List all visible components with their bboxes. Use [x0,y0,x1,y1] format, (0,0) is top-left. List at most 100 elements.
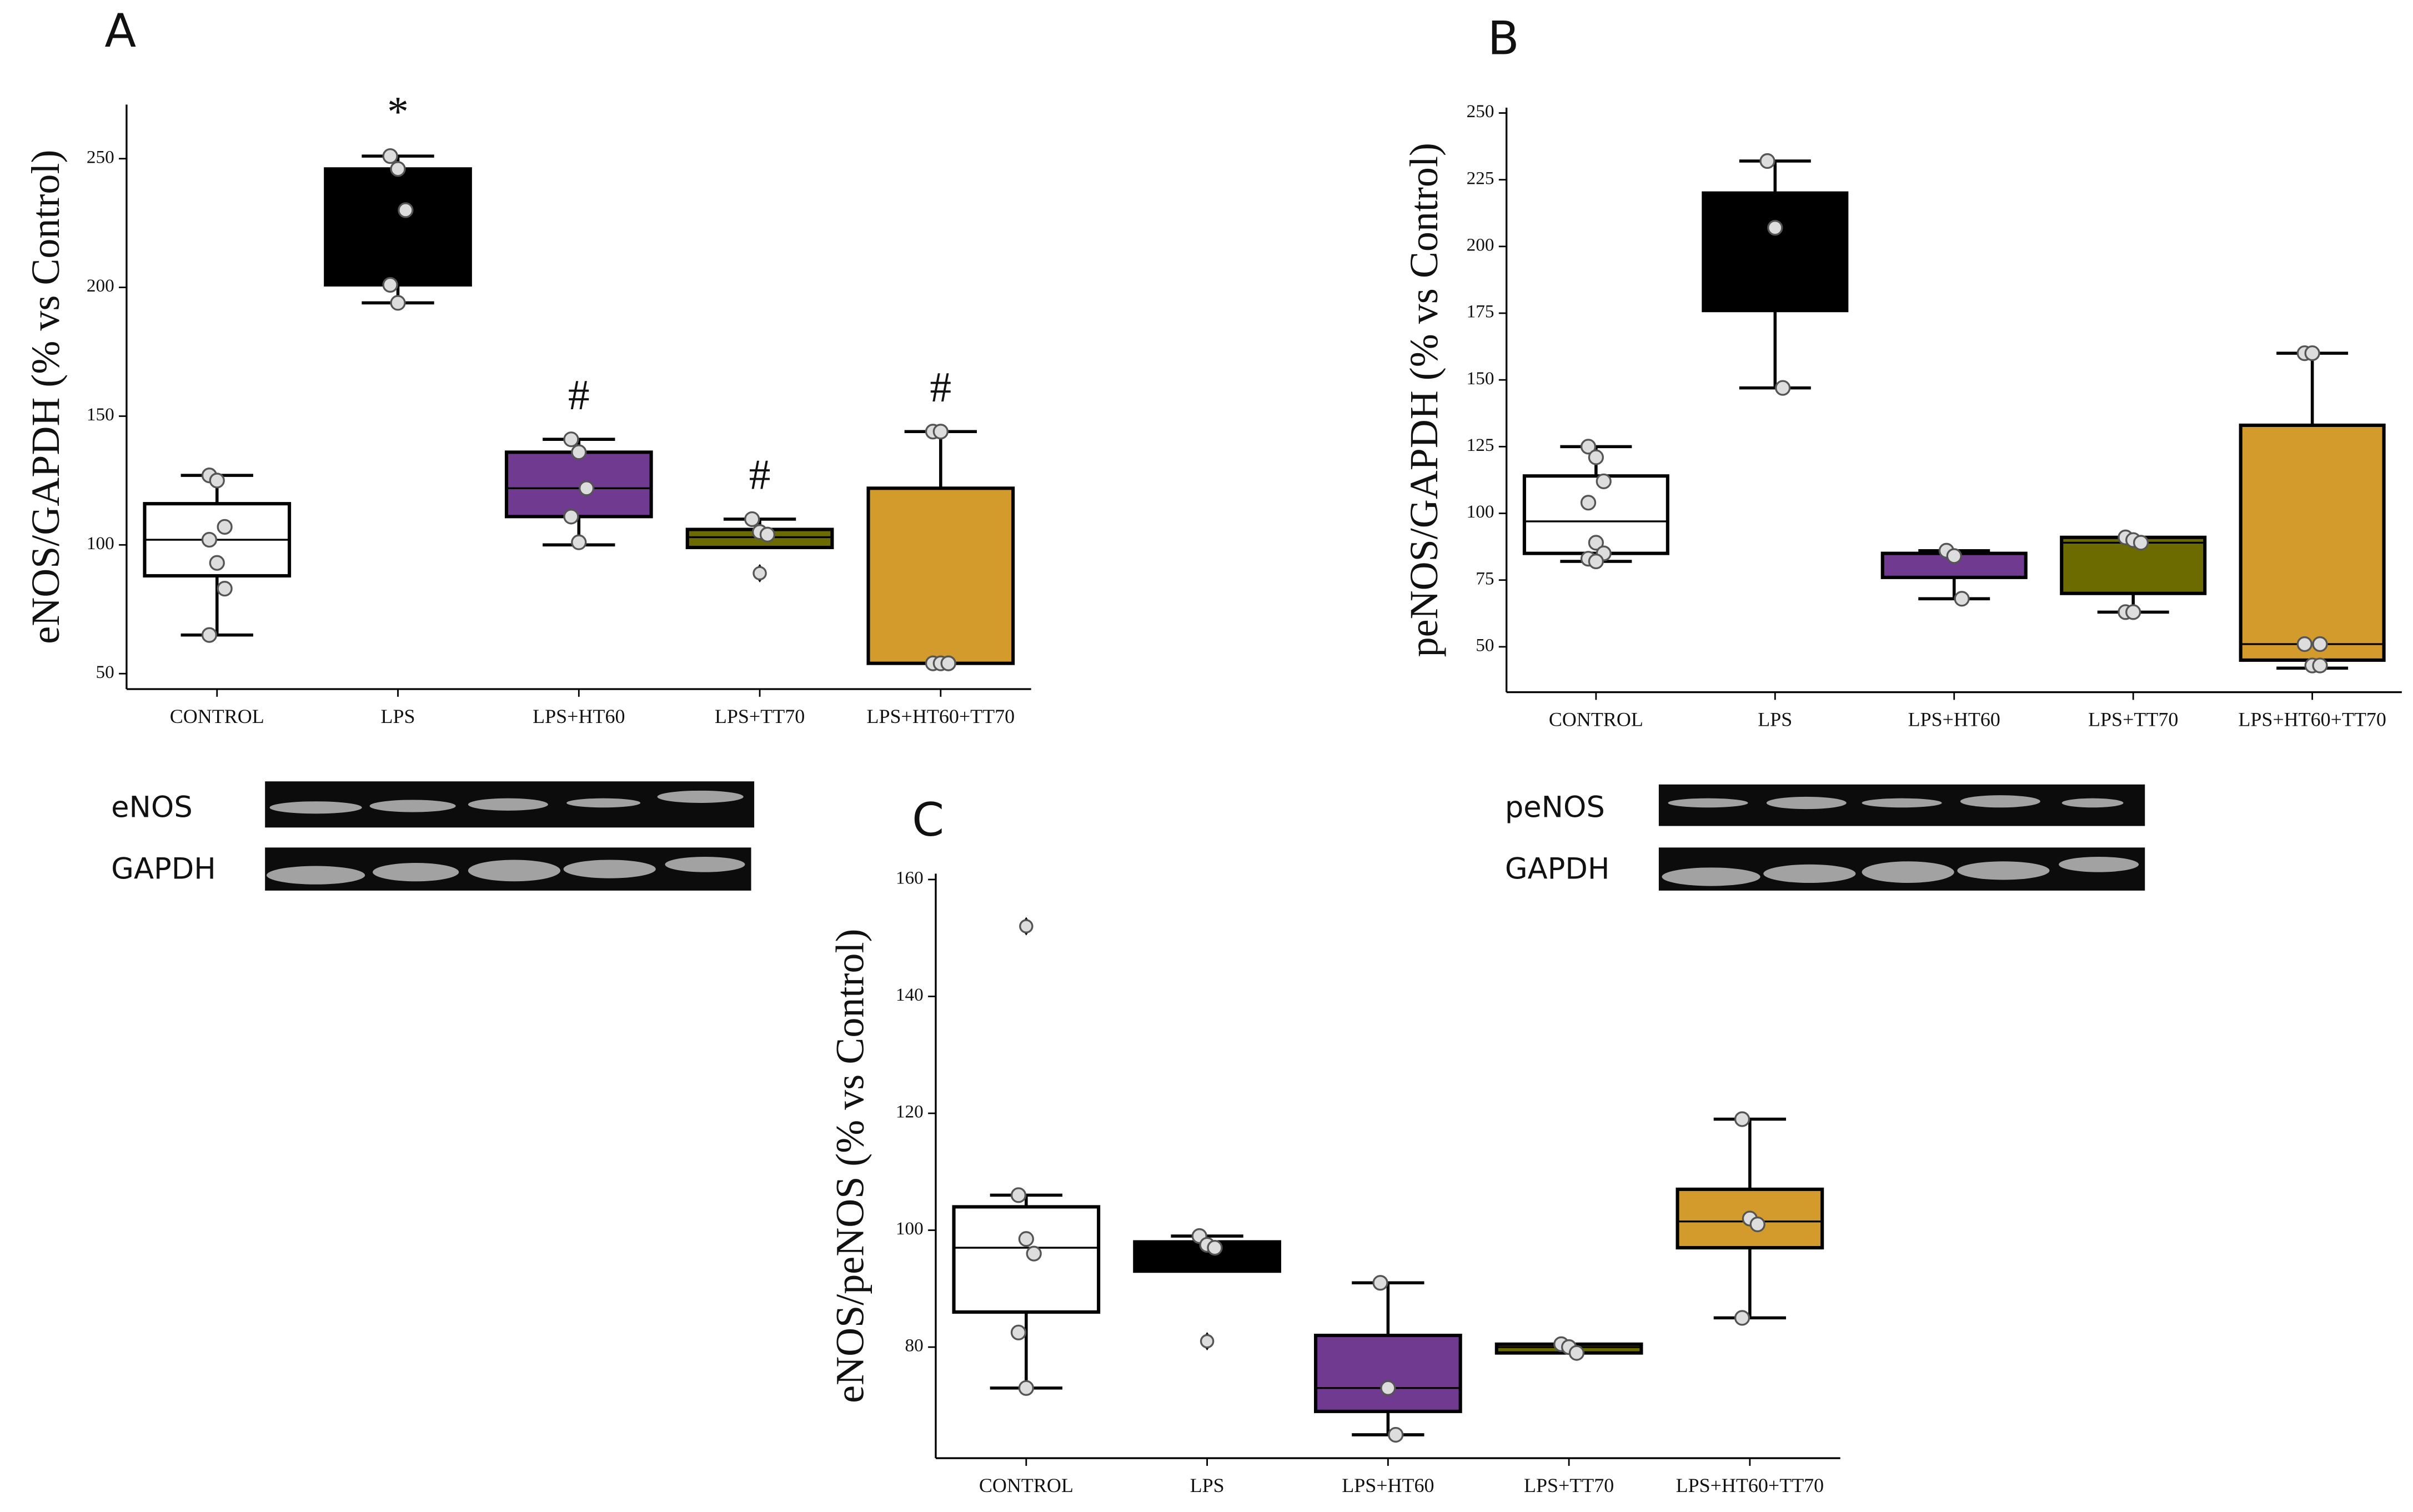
x-tick-label: LPS+HT60+TT70 [1676,1474,1824,1496]
data-point [1018,1231,1034,1247]
y-axis-label: eNOS/GAPDH (% vs Control) [23,150,68,644]
data-point [563,509,579,525]
blot-label: GAPDH [1505,852,1610,886]
data-point [1580,439,1597,455]
y-tick-label: 250 [87,147,114,167]
data-point [2304,345,2320,361]
data-point [1946,548,1962,564]
y-tick-label: 125 [1467,435,1494,455]
data-point [1580,495,1597,511]
data-point [1596,473,1612,489]
data-point [2312,636,2328,652]
data-point [201,627,218,643]
data-point [1372,1275,1388,1291]
y-tick-label: 50 [96,662,114,682]
x-tick-label: LPS [1190,1474,1225,1496]
data-point [1388,1426,1404,1443]
x-tick-label: LPS+HT60+TT70 [867,705,1015,727]
panel-letter: A [104,4,136,58]
data-point [1749,1216,1765,1233]
x-tick-label: LPS+HT60+TT70 [2238,708,2386,730]
data-point [390,295,406,311]
y-tick-label: 80 [905,1335,924,1356]
y-tick-label: 225 [1467,168,1494,188]
box [866,486,1015,665]
x-tick-label: LPS+TT70 [2088,708,2178,730]
blot-label: eNOS [111,791,193,825]
data-point [209,473,225,489]
data-point [579,480,595,496]
data-point [1759,153,1775,169]
data-point [2312,657,2328,674]
data-point [1018,1380,1034,1396]
y-tick-label: 250 [1467,101,1494,122]
data-point [932,424,949,440]
panel-letter: C [912,793,944,847]
annotation: # [749,451,771,499]
annotation: # [568,371,590,419]
box [1675,1187,1824,1250]
box [2239,423,2386,662]
data-point [759,526,776,542]
data-point [1734,1111,1750,1127]
data-point [209,555,225,571]
data-point [217,519,233,535]
y-tick-label: 100 [1467,501,1494,522]
data-point [1010,1187,1027,1203]
y-axis-label: eNOS/peNOS (% vs Control) [828,929,872,1403]
data-point [1588,449,1604,465]
box [1314,1333,1462,1413]
data-point [1734,1310,1750,1326]
data-point [1568,1345,1585,1361]
blot-label: GAPDH [111,852,216,886]
data-point [1026,1245,1042,1262]
data-point [1775,380,1791,396]
blot-penos: peNOS GAPDH [1505,784,2145,891]
data-point [1588,553,1604,570]
x-tick-label: CONTROL [170,705,264,727]
y-axis-label: peNOS/GAPDH (% vs Control) [1402,143,1446,657]
y-tick-label: 50 [1476,635,1494,655]
annotation: * [387,88,409,135]
outlier-point [753,566,767,581]
data-point [1767,220,1783,236]
x-tick-label: LPS+HT60 [533,705,625,727]
y-tick-label: 75 [1476,568,1494,589]
data-point [563,431,579,448]
data-point [201,531,218,548]
data-point [398,202,414,218]
x-tick-label: LPS+HT60 [1908,708,2000,730]
data-point [571,534,587,550]
box [952,1205,1101,1314]
data-point [2125,604,2141,620]
y-tick-label: 140 [896,984,924,1005]
x-tick-label: LPS+TT70 [715,705,805,727]
annotation: # [930,363,951,411]
y-tick-label: 200 [1467,234,1494,255]
data-point [1380,1380,1396,1396]
x-tick-label: LPS [381,705,415,727]
data-point [382,148,398,164]
blot-enos: eNOS GAPDH [111,781,755,891]
y-tick-label: 200 [87,275,114,296]
blot-bands [266,790,745,885]
box [1702,191,1849,313]
data-point [1588,535,1604,551]
data-point [2133,535,2149,551]
data-point [2296,636,2312,652]
x-tick-label: LPS+TT70 [1524,1474,1614,1496]
data-point [1207,1239,1223,1256]
data-point [1010,1324,1027,1340]
blot-bands [1662,795,2139,886]
y-tick-label: 160 [896,868,924,888]
y-tick-label: 120 [896,1102,924,1122]
box [504,450,653,519]
y-tick-label: 150 [87,404,114,425]
y-tick-label: 175 [1467,302,1494,322]
x-tick-label: CONTROL [979,1474,1073,1496]
data-point [571,444,587,460]
x-tick-label: LPS [1758,708,1792,730]
